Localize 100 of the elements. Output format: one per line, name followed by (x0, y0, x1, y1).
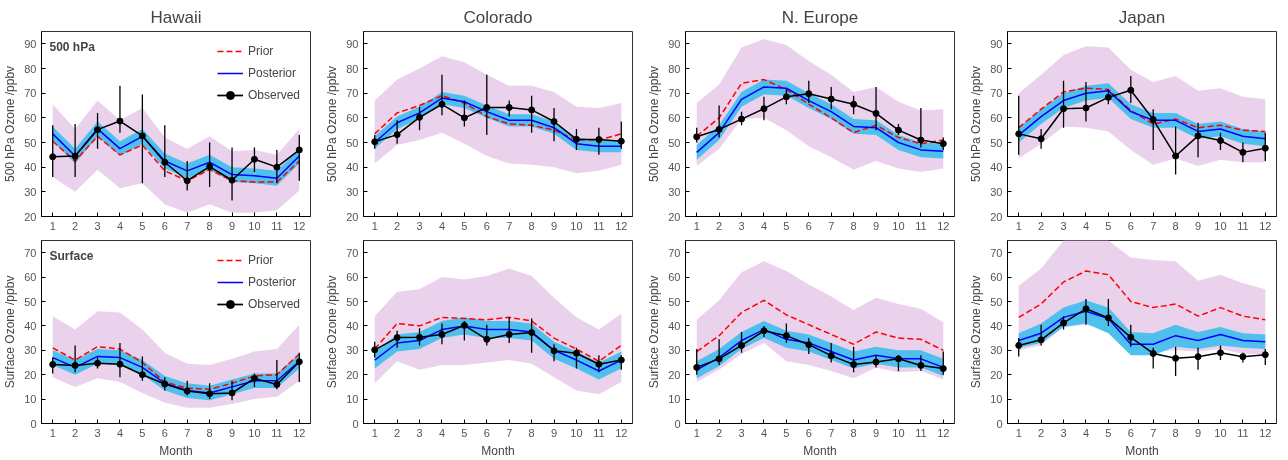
point (138, 371, 146, 379)
x-tick-label: 12 (293, 426, 306, 439)
point (550, 347, 558, 355)
y-tick-label: 40 (24, 161, 37, 174)
x-axis-title: Month (1125, 443, 1159, 458)
y-tick-label: 0 (674, 417, 681, 430)
x-tick-label: 11 (271, 426, 283, 439)
point (206, 390, 214, 398)
x-tick-label: 3 (416, 219, 423, 232)
point (138, 132, 146, 140)
point (595, 136, 603, 144)
x-tick-label: 5 (461, 426, 468, 439)
x-tick-label: 3 (738, 426, 745, 439)
point (693, 133, 701, 141)
y-tick-label: 80 (346, 62, 359, 75)
point (1127, 333, 1135, 341)
x-tick-label: 3 (94, 426, 101, 439)
y-tick-label: 60 (346, 271, 359, 284)
y-tick-label: 10 (990, 393, 1003, 406)
point (1149, 349, 1157, 357)
y-tick-label: 80 (668, 62, 681, 75)
y-tick-label: 30 (346, 185, 359, 198)
y-tick-label: 90 (24, 37, 37, 50)
point (460, 321, 468, 329)
point (805, 341, 813, 349)
point (872, 358, 880, 366)
x-tick-label: 10 (1214, 219, 1227, 232)
point (116, 360, 124, 368)
point (483, 335, 491, 343)
point (295, 358, 303, 366)
chart-title: Japan (1118, 7, 1166, 27)
y-tick-label: 0 (352, 417, 359, 430)
x-axis-title: Month (481, 443, 515, 458)
x-tick-label: 1 (693, 426, 700, 439)
point (116, 117, 124, 125)
x-tick-label: 9 (872, 426, 880, 439)
point (715, 125, 723, 133)
x-axis-title: Month (803, 443, 837, 458)
point (760, 105, 768, 113)
x-tick-label: 7 (1150, 219, 1157, 232)
x-tick-label: 3 (738, 219, 745, 232)
x-tick-label: 10 (892, 219, 905, 232)
x-tick-label: 5 (461, 219, 468, 232)
x-tick-label: 10 (248, 426, 261, 439)
x-tick-label: 7 (184, 219, 191, 232)
x-tick-label: 6 (161, 426, 168, 439)
point (1127, 86, 1135, 94)
x-tick-label: 2 (394, 219, 401, 232)
line-series (373, 94, 623, 141)
x-tick-label: 10 (892, 426, 905, 439)
y-tick-label: 20 (346, 210, 359, 223)
point (71, 152, 79, 160)
y-tick-label: 40 (346, 161, 359, 174)
point (371, 346, 379, 354)
point (1015, 341, 1023, 349)
x-tick-label: 11 (593, 219, 605, 232)
point (1015, 130, 1023, 138)
point (1194, 132, 1202, 140)
x-tick-label: 4 (1082, 219, 1090, 232)
x-tick-label: 4 (438, 426, 446, 439)
y-tick-label: 70 (668, 87, 681, 100)
y-tick-label: 50 (24, 136, 37, 149)
x-tick-label: 11 (915, 426, 927, 439)
x-tick-label: 11 (1237, 219, 1249, 232)
y-axis-title: Surface Ozone /ppbv (969, 275, 984, 389)
x-tick-label: 7 (506, 426, 513, 439)
y-tick-label: 50 (346, 136, 359, 149)
y-tick-label: 20 (24, 210, 37, 223)
x-tick-label: 8 (206, 426, 213, 439)
y-tick-label: 70 (990, 246, 1003, 259)
point (505, 330, 513, 338)
x-tick-label: 2 (72, 426, 79, 439)
y-axis-title: 500 hPa Ozone /ppbv (969, 65, 984, 183)
x-tick-label: 1 (693, 219, 700, 232)
x-tick-label: 11 (1237, 426, 1249, 439)
y-tick-label: 70 (990, 87, 1003, 100)
x-tick-label: 3 (94, 219, 101, 232)
point (805, 90, 813, 98)
x-tick-label: 1 (1015, 219, 1022, 232)
x-tick-label: 7 (828, 426, 835, 439)
y-tick-label: 60 (24, 111, 37, 124)
annotation: Surface (49, 248, 94, 263)
point (393, 131, 401, 139)
y-tick-label: 50 (346, 295, 359, 308)
y-tick-label: 40 (990, 319, 1003, 332)
point (939, 365, 947, 373)
y-tick-label: 60 (990, 271, 1003, 284)
x-tick-label: 12 (615, 219, 628, 232)
y-tick-label: 70 (668, 246, 681, 259)
point (371, 138, 379, 146)
line-series (695, 299, 945, 353)
point (250, 155, 258, 163)
y-tick-label: 40 (668, 161, 681, 174)
x-tick-label: 9 (872, 219, 880, 232)
point (71, 361, 79, 369)
x-tick-label: 2 (1038, 219, 1045, 232)
y-axis-title: Surface Ozone /ppbv (647, 275, 662, 389)
y-tick-label: 60 (668, 271, 681, 284)
x-tick-label: 4 (116, 219, 124, 232)
point (572, 349, 580, 357)
